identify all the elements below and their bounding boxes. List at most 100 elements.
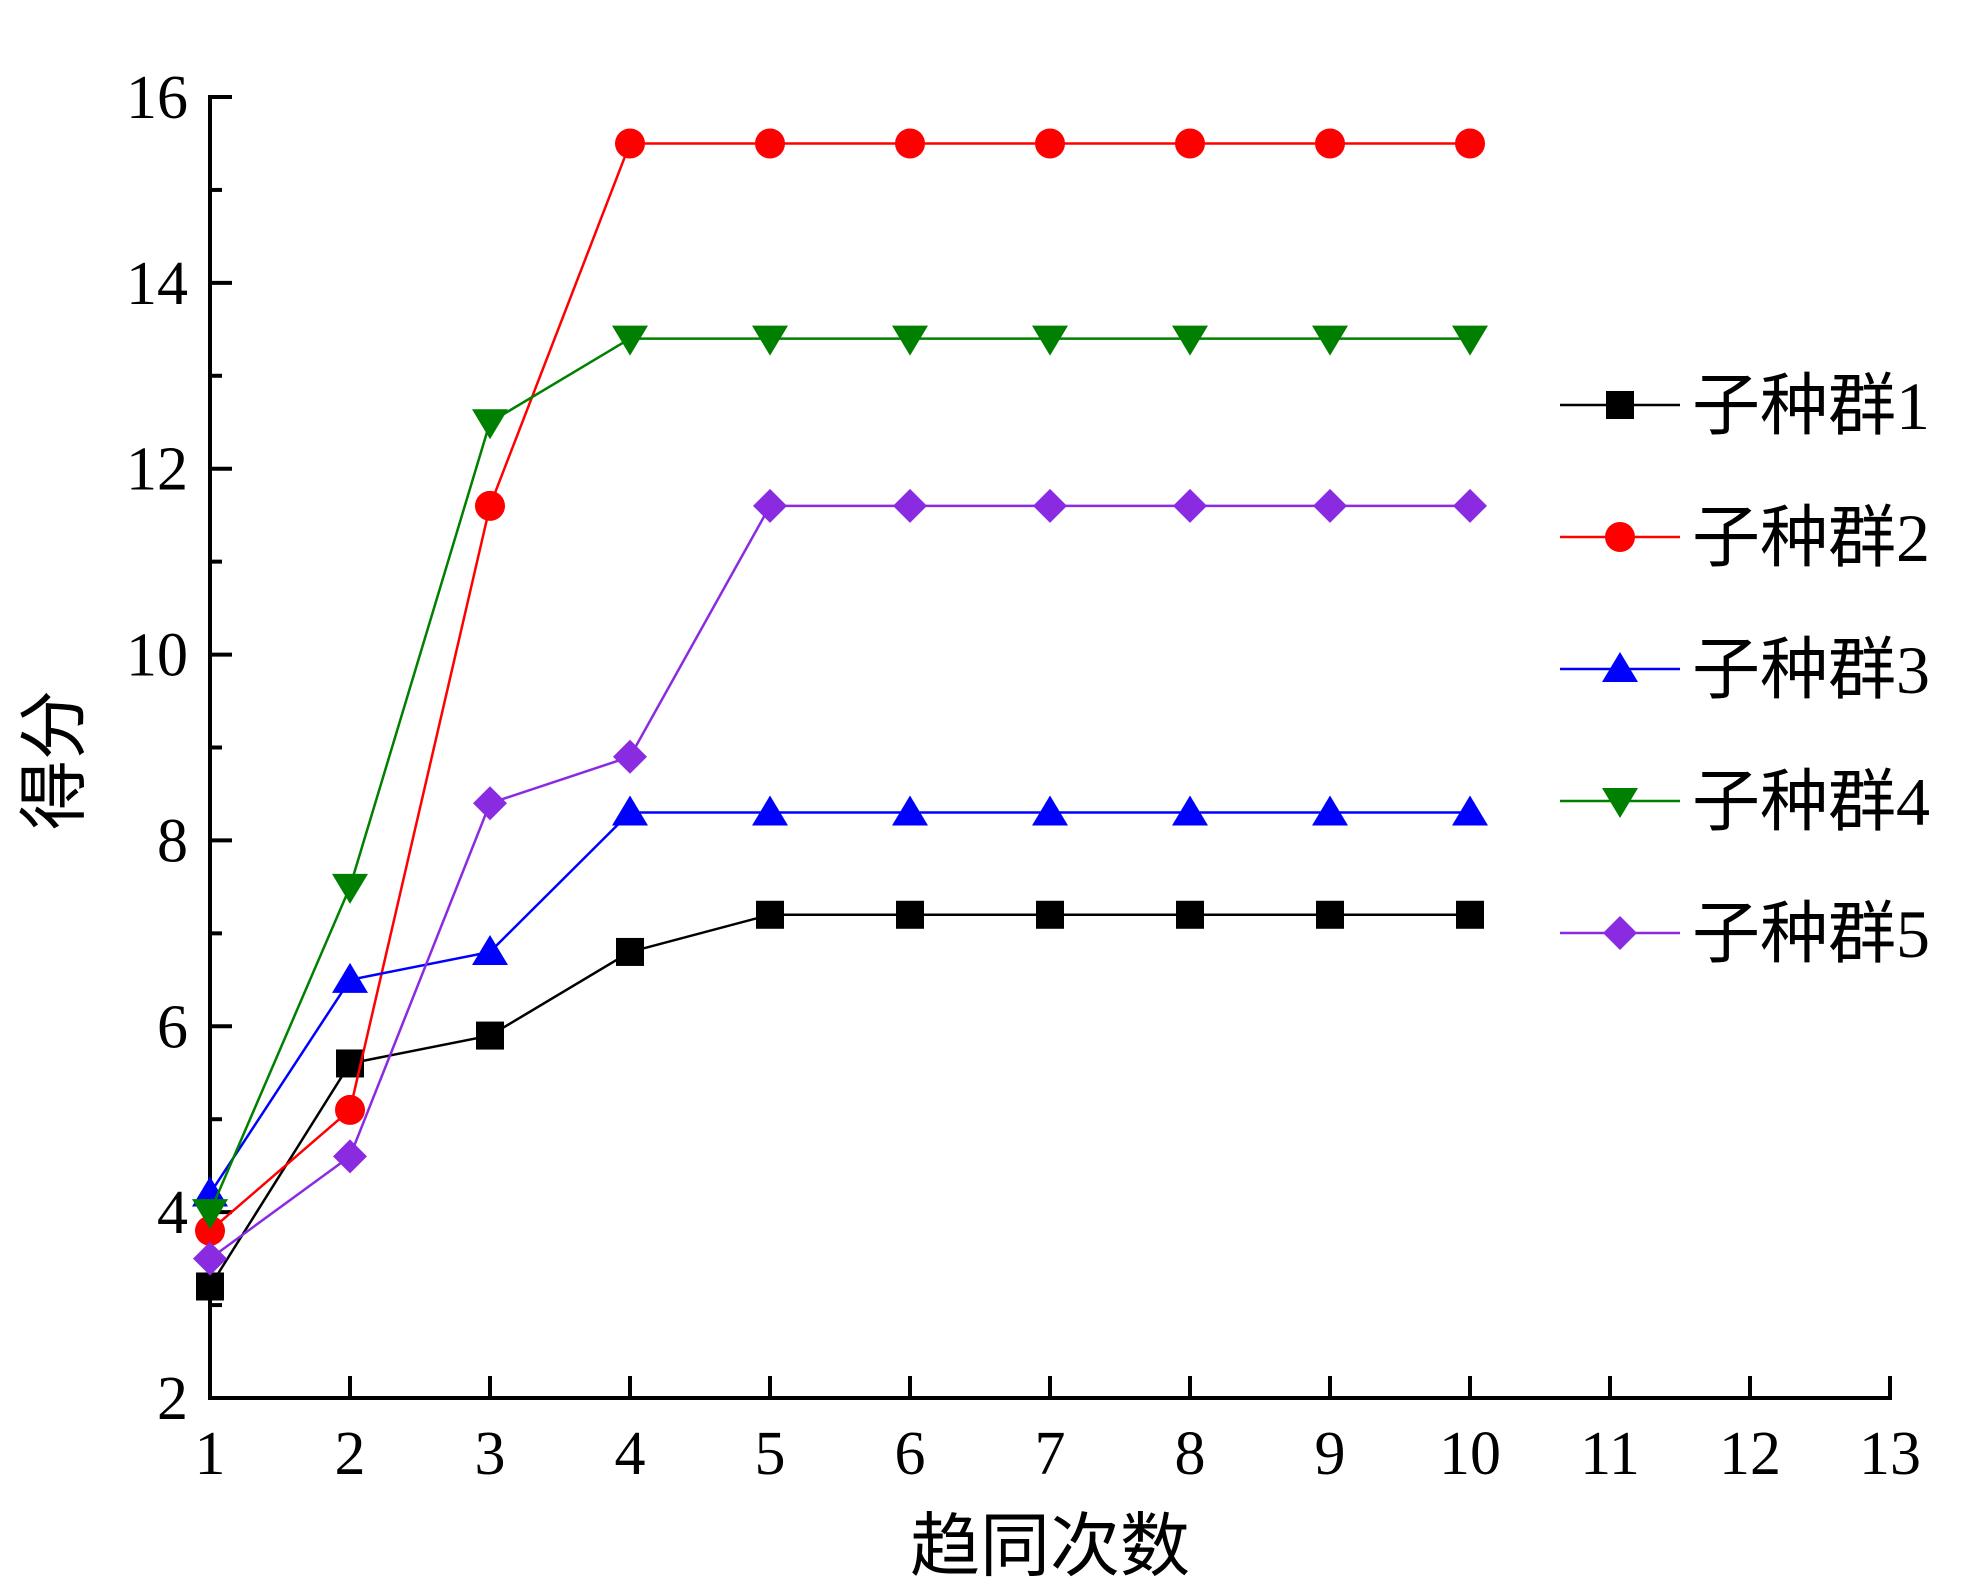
data-point (895, 128, 925, 159)
data-point (333, 1139, 367, 1174)
data-point (612, 325, 648, 356)
data-point (1172, 795, 1208, 826)
x-tick-label: 9 (1315, 1420, 1346, 1488)
data-point (615, 128, 645, 159)
data-point (1455, 128, 1485, 159)
y-tick-label: 2 (157, 1365, 188, 1433)
y-tick-label: 10 (126, 622, 188, 690)
data-point (1452, 795, 1488, 826)
data-point (476, 1021, 504, 1050)
x-tick-label: 13 (1859, 1420, 1921, 1488)
data-point (892, 325, 928, 356)
legend-entry-4: 子种群4 (1560, 764, 1930, 840)
legend-label: 子种群1 (1692, 368, 1930, 444)
legend: 子种群1 子种群2 子种群3 子种群4 子种群5 (1560, 368, 1930, 972)
data-point (752, 795, 788, 826)
x-tick-label: 3 (475, 1420, 506, 1488)
series-2 (195, 128, 1485, 1246)
y-axis-title: 得分 (17, 690, 94, 830)
data-point (1032, 325, 1068, 356)
series-3 (192, 795, 1488, 1207)
series-line (208, 337, 1470, 1213)
series-4 (192, 325, 1488, 1230)
data-point (193, 1241, 227, 1276)
x-tick-label: 11 (1580, 1420, 1640, 1488)
legend-label: 子种群5 (1692, 896, 1930, 972)
legend-marker (1603, 916, 1637, 950)
series-line (208, 913, 1470, 1288)
data-point (896, 900, 924, 929)
series-line (208, 811, 1470, 1195)
legend-marker (1602, 788, 1638, 818)
y-tick-label: 6 (157, 993, 188, 1061)
data-point (192, 1199, 228, 1230)
data-point (1313, 488, 1347, 523)
data-point (195, 1215, 225, 1246)
data-point (1315, 128, 1345, 159)
data-point (192, 1176, 228, 1207)
legend-label: 子种群3 (1692, 632, 1930, 708)
y-tick-label: 12 (126, 436, 188, 504)
data-point (1312, 795, 1348, 826)
x-tick-label: 8 (1175, 1420, 1206, 1488)
data-point (1173, 488, 1207, 523)
legend-label: 子种群2 (1692, 500, 1930, 576)
series-line (209, 504, 1470, 1260)
y-tick-label: 16 (126, 64, 188, 132)
data-point (1033, 488, 1067, 523)
legend-marker (1605, 522, 1635, 552)
legend-label: 子种群4 (1692, 764, 1930, 840)
legend-entry-3: 子种群3 (1560, 632, 1930, 708)
legend-entry-5: 子种群5 (1560, 896, 1930, 972)
data-point (893, 488, 927, 523)
series-5 (193, 488, 1487, 1276)
data-point (1036, 900, 1064, 929)
x-tick-label: 10 (1439, 1420, 1501, 1488)
data-point (1172, 325, 1208, 356)
y-tick-label: 14 (126, 250, 188, 318)
data-point (752, 325, 788, 356)
data-point (753, 488, 787, 523)
legend-marker (1606, 391, 1634, 419)
legend-entry-2: 子种群2 (1560, 500, 1930, 576)
data-point (1456, 900, 1484, 929)
data-point (1453, 488, 1487, 523)
data-point (472, 409, 508, 440)
y-tick-label: 4 (157, 1179, 188, 1247)
x-tick-label: 4 (615, 1420, 646, 1488)
legend-entry-1: 子种群1 (1560, 368, 1930, 444)
data-point (1312, 325, 1348, 356)
series-1 (196, 900, 1484, 1301)
data-point (332, 962, 368, 993)
x-tick-label: 7 (1035, 1420, 1066, 1488)
y-tick-label: 8 (157, 807, 188, 875)
data-point (1035, 128, 1065, 159)
data-point (1175, 128, 1205, 159)
x-axis-title: 趋同次数 (910, 1509, 1190, 1586)
x-tick-label: 6 (895, 1420, 926, 1488)
data-point (1452, 325, 1488, 356)
data-point (472, 934, 508, 965)
data-point (755, 128, 785, 159)
data-point (196, 1272, 224, 1301)
data-point (332, 873, 368, 904)
data-point (892, 795, 928, 826)
x-tick-label: 5 (755, 1420, 786, 1488)
data-point (612, 795, 648, 826)
legend-marker (1602, 652, 1638, 682)
x-tick-label: 1 (195, 1420, 226, 1488)
x-tick-label: 2 (335, 1420, 366, 1488)
data-point (1176, 900, 1204, 929)
data-point (616, 937, 644, 966)
data-point (475, 490, 505, 521)
data-point (1316, 900, 1344, 929)
data-point (1032, 795, 1068, 826)
data-point (756, 900, 784, 929)
series-group (192, 128, 1488, 1301)
series-line (209, 142, 1470, 1232)
data-point (335, 1094, 365, 1125)
x-tick-label: 12 (1719, 1420, 1781, 1488)
data-point (473, 786, 507, 821)
